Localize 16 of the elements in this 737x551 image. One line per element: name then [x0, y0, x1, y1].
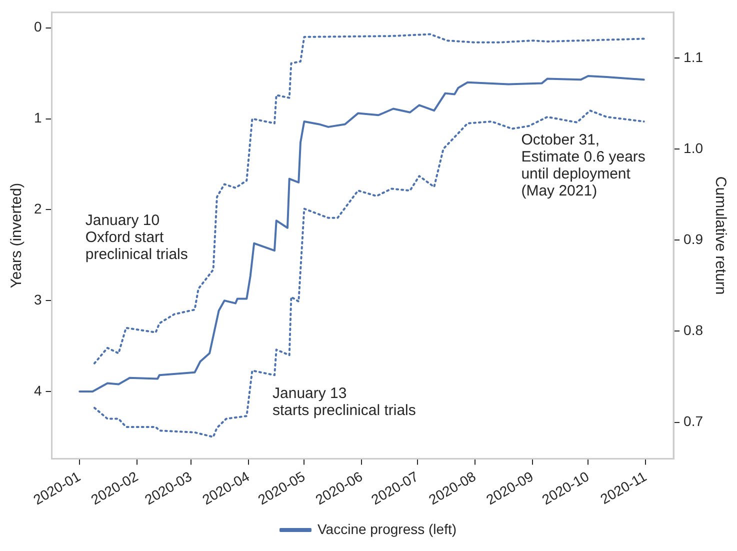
- y-tick-label: 3: [34, 291, 42, 308]
- y-axis-title: Years (inverted): [8, 182, 26, 288]
- y2-tick-label: 1.0: [684, 140, 704, 156]
- annotation: October 31, Estimate 0.6 years until deployment (May 2021): [521, 132, 646, 200]
- y2-tick-label: 0.8: [684, 322, 704, 338]
- y2-tick-label: 0.7: [684, 413, 704, 430]
- y2-axis-title: Cumulative return: [712, 176, 729, 295]
- y-tick-label: 0: [34, 18, 42, 35]
- y2-tick-label: 0.9: [684, 230, 704, 247]
- annotation: January 10 Oxford start preclinical trials: [85, 212, 188, 263]
- y2-tick-label: 1.1: [684, 48, 704, 65]
- annotation: January 13 starts preclinical trials: [272, 385, 416, 420]
- legend-label: Vaccine progress (left): [317, 520, 457, 537]
- y-tick-label: 2: [34, 200, 42, 217]
- y-tick-label: 4: [34, 382, 42, 398]
- y-tick-label: 1: [34, 110, 42, 126]
